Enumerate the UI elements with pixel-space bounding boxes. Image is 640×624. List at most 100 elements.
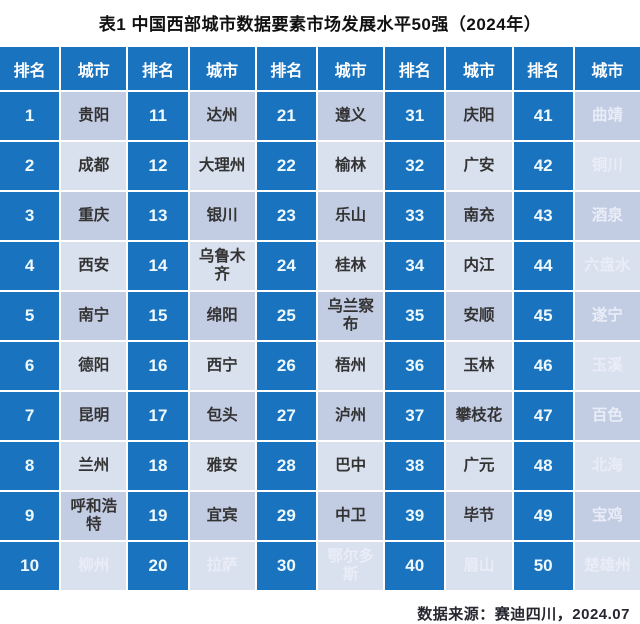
- city-cell: 桂林: [317, 242, 384, 290]
- city-cell: 六盘水: [574, 242, 640, 290]
- rank-cell: 46: [513, 342, 573, 390]
- header-row: 排名 城市 排名 城市 排名 城市 排名 城市 排名 城市: [0, 47, 640, 90]
- rank-cell: 30: [256, 542, 316, 590]
- city-column-header: 城市: [574, 47, 640, 90]
- rank-cell: 16: [128, 342, 188, 390]
- rank-cell: 15: [128, 292, 188, 340]
- city-column-header: 城市: [446, 47, 512, 90]
- city-cell: 曲靖: [574, 92, 640, 140]
- city-cell: 眉山: [446, 542, 512, 590]
- rank-cell: 1: [0, 92, 60, 140]
- rank-cell: 42: [513, 142, 573, 190]
- ranking-table: 排名 城市 排名 城市 排名 城市 排名 城市 排名 城市 1 贵阳 11 达州 21 遵义 31 庆阳 41 曲靖…: [0, 45, 640, 592]
- rank-cell: 20: [128, 542, 188, 590]
- rank-cell: 2: [0, 142, 60, 190]
- rank-cell: 7: [0, 392, 60, 440]
- city-cell: 乐山: [317, 192, 384, 240]
- rank-cell: 23: [256, 192, 316, 240]
- rank-column-header: 排名: [385, 47, 445, 90]
- city-cell: 南充: [446, 192, 512, 240]
- rank-cell: 44: [513, 242, 573, 290]
- rank-cell: 6: [0, 342, 60, 390]
- city-cell: 百色: [574, 392, 640, 440]
- rank-cell: 13: [128, 192, 188, 240]
- city-cell: 成都: [61, 142, 127, 190]
- city-cell: 安顺: [446, 292, 512, 340]
- rank-column-header: 排名: [513, 47, 573, 90]
- rank-cell: 33: [385, 192, 445, 240]
- city-column-header: 城市: [189, 47, 255, 90]
- rank-cell: 19: [128, 492, 188, 540]
- city-cell: 中卫: [317, 492, 384, 540]
- rank-cell: 14: [128, 242, 188, 290]
- rank-cell: 37: [385, 392, 445, 440]
- rank-cell: 39: [385, 492, 445, 540]
- city-cell: 西宁: [189, 342, 255, 390]
- city-cell: 鄂尔多斯: [317, 542, 384, 590]
- rank-cell: 48: [513, 442, 573, 490]
- city-cell: 内江: [446, 242, 512, 290]
- city-cell: 昆明: [61, 392, 127, 440]
- city-cell: 兰州: [61, 442, 127, 490]
- city-cell: 贵阳: [61, 92, 127, 140]
- rank-column-header: 排名: [128, 47, 188, 90]
- city-cell: 广元: [446, 442, 512, 490]
- rank-cell: 10: [0, 542, 60, 590]
- table-row: 6 德阳 16 西宁 26 梧州 36 玉林 46 玉溪: [0, 342, 640, 390]
- rank-cell: 36: [385, 342, 445, 390]
- city-cell: 柳州: [61, 542, 127, 590]
- table-row: 5 南宁 15 绵阳 25 乌兰察布 35 安顺 45 遂宁: [0, 292, 640, 340]
- rank-cell: 28: [256, 442, 316, 490]
- rank-cell: 45: [513, 292, 573, 340]
- rank-cell: 40: [385, 542, 445, 590]
- city-cell: 银川: [189, 192, 255, 240]
- city-cell: 楚雄州: [574, 542, 640, 590]
- table-row: 1 贵阳 11 达州 21 遵义 31 庆阳 41 曲靖: [0, 92, 640, 140]
- table-row: 7 昆明 17 包头 27 泸州 37 攀枝花 47 百色: [0, 392, 640, 440]
- rank-cell: 38: [385, 442, 445, 490]
- rank-cell: 18: [128, 442, 188, 490]
- city-cell: 宝鸡: [574, 492, 640, 540]
- city-cell: 乌鲁木齐: [189, 242, 255, 290]
- rank-cell: 5: [0, 292, 60, 340]
- rank-cell: 25: [256, 292, 316, 340]
- table-row: 4 西安 14 乌鲁木齐 24 桂林 34 内江 44 六盘水: [0, 242, 640, 290]
- table-row: 10 柳州 20 拉萨 30 鄂尔多斯 40 眉山 50 楚雄州: [0, 542, 640, 590]
- city-cell: 大理州: [189, 142, 255, 190]
- table-header: 排名 城市 排名 城市 排名 城市 排名 城市 排名 城市: [0, 47, 640, 90]
- city-cell: 攀枝花: [446, 392, 512, 440]
- city-cell: 北海: [574, 442, 640, 490]
- rank-cell: 3: [0, 192, 60, 240]
- city-cell: 德阳: [61, 342, 127, 390]
- table-row: 3 重庆 13 银川 23 乐山 33 南充 43 酒泉: [0, 192, 640, 240]
- city-cell: 毕节: [446, 492, 512, 540]
- rank-cell: 12: [128, 142, 188, 190]
- rank-cell: 4: [0, 242, 60, 290]
- city-cell: 梧州: [317, 342, 384, 390]
- city-cell: 达州: [189, 92, 255, 140]
- city-cell: 巴中: [317, 442, 384, 490]
- rank-cell: 24: [256, 242, 316, 290]
- data-source: 数据来源：赛迪四川，2024.07: [417, 606, 630, 623]
- city-cell: 重庆: [61, 192, 127, 240]
- city-cell: 拉萨: [189, 542, 255, 590]
- city-cell: 玉溪: [574, 342, 640, 390]
- rank-cell: 11: [128, 92, 188, 140]
- rank-cell: 9: [0, 492, 60, 540]
- city-cell: 遵义: [317, 92, 384, 140]
- city-cell: 西安: [61, 242, 127, 290]
- rank-cell: 31: [385, 92, 445, 140]
- rank-cell: 43: [513, 192, 573, 240]
- city-cell: 绵阳: [189, 292, 255, 340]
- table-row: 9 呼和浩特 19 宜宾 29 中卫 39 毕节 49 宝鸡: [0, 492, 640, 540]
- city-cell: 铜川: [574, 142, 640, 190]
- rank-column-header: 排名: [0, 47, 60, 90]
- city-cell: 包头: [189, 392, 255, 440]
- city-cell: 泸州: [317, 392, 384, 440]
- rank-cell: 8: [0, 442, 60, 490]
- rank-cell: 35: [385, 292, 445, 340]
- city-cell: 南宁: [61, 292, 127, 340]
- city-cell: 榆林: [317, 142, 384, 190]
- rank-cell: 41: [513, 92, 573, 140]
